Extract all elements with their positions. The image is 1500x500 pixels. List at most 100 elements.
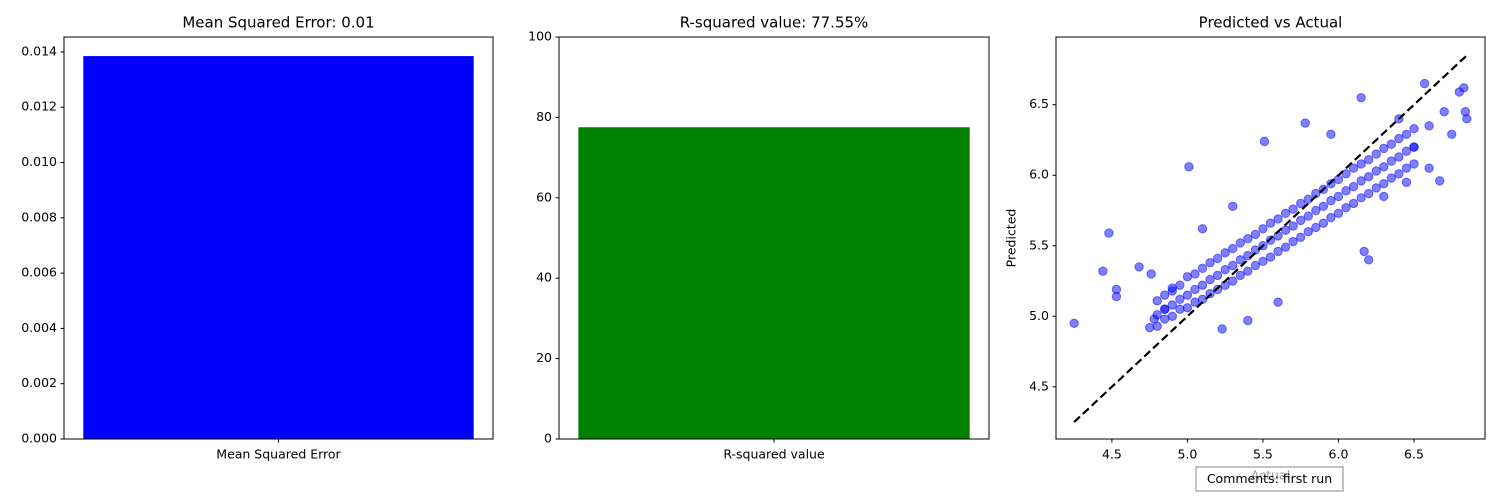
x-tick-label: R-squared value (723, 447, 825, 462)
y-tick-label: 60 (536, 189, 552, 204)
point (1273, 214, 1283, 224)
point (1217, 324, 1227, 334)
point (1363, 171, 1374, 182)
y-tick-label: 0.004 (21, 320, 57, 335)
point (1363, 188, 1374, 199)
annotation-box (1195, 466, 1344, 492)
point (1160, 290, 1170, 300)
point (1341, 169, 1351, 179)
point (1175, 294, 1185, 305)
point (1258, 224, 1268, 234)
point (1318, 218, 1329, 228)
y-tick-label: 80 (536, 109, 552, 124)
reference-line (1073, 54, 1468, 423)
point (1197, 263, 1208, 274)
point (1235, 238, 1245, 248)
y-tick-label: 0.002 (21, 375, 57, 390)
point (1371, 183, 1381, 193)
point (1167, 300, 1178, 310)
point (1273, 297, 1283, 307)
point (1273, 246, 1283, 257)
point (1356, 92, 1366, 103)
y-tick-label: 5.5 (1029, 237, 1049, 252)
point (1447, 129, 1457, 140)
chart-title: Predicted vs Actual (1199, 14, 1343, 32)
point (1371, 149, 1381, 159)
point (1182, 290, 1193, 300)
point (1356, 176, 1366, 186)
point (1146, 269, 1156, 279)
point (1098, 266, 1108, 276)
point (1401, 163, 1412, 173)
y-tick-label: 0.012 (21, 99, 57, 114)
point (1228, 276, 1238, 286)
y-tick-label: 0.010 (21, 154, 57, 169)
point (1288, 204, 1298, 214)
axes-frame (1055, 36, 1486, 440)
y-tick-label: 6.0 (1029, 167, 1049, 182)
point (1212, 253, 1223, 264)
point (1424, 163, 1434, 173)
point (1303, 211, 1313, 221)
point (1152, 321, 1162, 331)
y-tick-label: 0.000 (21, 431, 57, 446)
point (1265, 218, 1276, 228)
point (1318, 201, 1329, 211)
y-tick-label: 0.014 (21, 43, 57, 58)
y-tick-label: 5.0 (1029, 308, 1049, 323)
point (1348, 181, 1359, 192)
point (1175, 280, 1185, 290)
point (1379, 178, 1389, 189)
point (1235, 270, 1245, 281)
point (1454, 87, 1465, 97)
y-tick-label: 0 (544, 431, 552, 446)
point (1409, 123, 1419, 134)
point (1386, 156, 1397, 166)
point (1190, 284, 1200, 295)
point (1280, 225, 1291, 235)
x-tick-label: 5.5 (1253, 447, 1273, 462)
bar (83, 56, 474, 440)
point (1296, 232, 1306, 242)
point (1333, 208, 1344, 219)
point (1348, 198, 1359, 209)
y-tick-label: 40 (536, 270, 552, 285)
y-tick-label: 0.008 (21, 209, 57, 224)
point (1182, 303, 1193, 313)
y-tick-label: 6.5 (1029, 96, 1049, 111)
point (1311, 205, 1321, 216)
point (1401, 146, 1412, 156)
point (1258, 256, 1268, 266)
point (1326, 195, 1336, 206)
point (1134, 262, 1144, 272)
point (1167, 311, 1178, 321)
point (1280, 208, 1291, 219)
point (1220, 265, 1230, 275)
point (1243, 266, 1253, 276)
point (1356, 159, 1366, 169)
point (1111, 291, 1122, 302)
y-tick-label: 100 (528, 29, 552, 44)
point (1409, 159, 1419, 169)
point (1288, 221, 1298, 231)
point (1356, 193, 1366, 203)
point (1243, 315, 1253, 326)
point (1205, 274, 1215, 285)
point (1394, 169, 1404, 179)
point (1359, 246, 1369, 257)
point (1424, 121, 1434, 131)
point (1288, 236, 1298, 247)
point (1152, 310, 1162, 320)
axes-frame (558, 36, 990, 440)
point (1205, 257, 1215, 268)
point (1363, 255, 1374, 265)
point (1326, 129, 1336, 140)
point (1341, 202, 1351, 213)
point (1144, 322, 1155, 333)
point (1220, 248, 1230, 258)
point (1184, 162, 1194, 172)
x-tick-label: 6.0 (1329, 447, 1349, 462)
points (1069, 78, 1472, 334)
point (1348, 163, 1359, 173)
